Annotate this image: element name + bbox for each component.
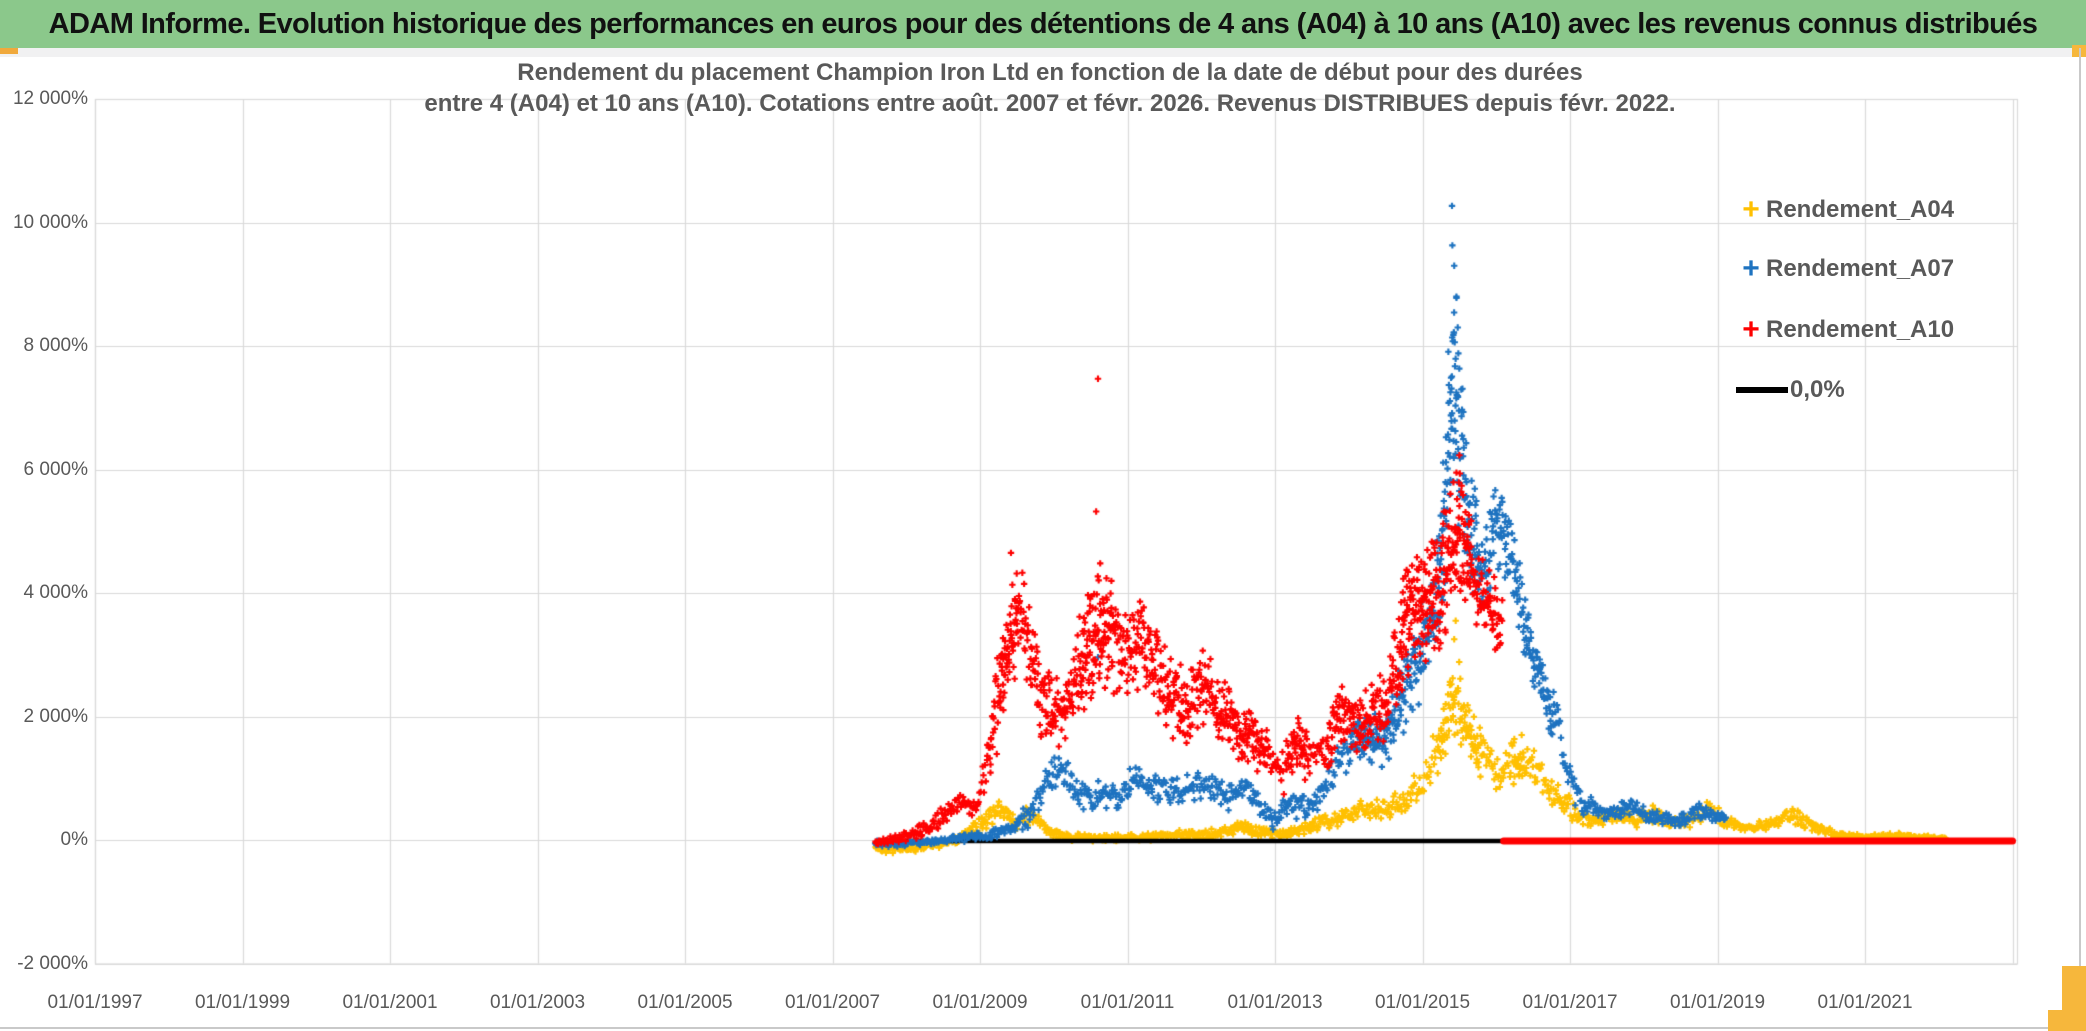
sheet-header-title: ADAM Informe. Evolution historique des p… — [48, 7, 2038, 40]
x-tick-label: 01/01/2015 — [1374, 992, 1471, 1013]
chart-title-line2: entre 4 (A04) et 10 ans (A10). Cotations… — [424, 90, 1676, 117]
x-tick-label: 01/01/2013 — [1227, 992, 1323, 1013]
x-tick-label: 01/01/2021 — [1817, 992, 1913, 1013]
plus-marker-icon: + — [1742, 193, 1760, 226]
plus-marker-icon: + — [1742, 313, 1760, 346]
legend-label: 0,0% — [1790, 376, 1845, 403]
x-tick-label: 01/01/2019 — [1669, 992, 1766, 1013]
x-tick-label: 01/01/1999 — [194, 992, 291, 1013]
x-tick-label: 01/01/1997 — [47, 992, 143, 1013]
legend-label: Rendement_A04 — [1766, 196, 1955, 223]
legend-item-a07[interactable]: + Rendement_A07 — [1736, 249, 1954, 289]
x-tick-label: 01/01/2009 — [932, 992, 1028, 1013]
x-tick-label: 01/01/2001 — [342, 992, 438, 1013]
x-tick-label: 01/01/2011 — [1080, 992, 1175, 1013]
y-tick-label: 6 000% — [23, 458, 88, 480]
x-tick-label: 01/01/2007 — [784, 992, 881, 1013]
y-tick-label: 10 000% — [12, 211, 88, 233]
left-edge-accent — [0, 48, 18, 54]
legend-label: Rendement_A10 — [1766, 316, 1955, 343]
window-bottom-border — [0, 1027, 2086, 1029]
zero-line-swatch-icon — [1736, 387, 1788, 393]
legend-item-zero-line[interactable]: 0,0% — [1736, 370, 1845, 410]
legend-item-a04[interactable]: + Rendement_A04 — [1736, 190, 1954, 230]
y-tick-label: 4 000% — [23, 582, 88, 603]
header-sub-strip — [0, 48, 2086, 57]
window-right-border — [2079, 48, 2081, 1028]
chart-title-line1: Rendement du placement Champion Iron Ltd… — [517, 59, 1583, 86]
y-tick-label: 2 000% — [23, 705, 88, 727]
y-tick-label: 12 000% — [12, 88, 88, 109]
plus-marker-icon: + — [1742, 252, 1760, 285]
x-tick-label: 01/01/2005 — [637, 992, 733, 1013]
legend-label: Rendement_A07 — [1766, 255, 1955, 282]
x-tick-label: 01/01/2003 — [489, 992, 586, 1013]
x-tick-label: 01/01/2017 — [1522, 992, 1618, 1013]
sheet-header-bar: ADAM Informe. Evolution historique des p… — [0, 0, 2086, 48]
legend-item-a10[interactable]: + Rendement_A10 — [1736, 310, 1954, 350]
y-tick-label: 0% — [60, 829, 88, 850]
y-tick-label: -2 000% — [17, 952, 88, 974]
selection-corner-horizontal[interactable] — [2048, 1010, 2086, 1031]
y-tick-label: 8 000% — [23, 335, 88, 356]
